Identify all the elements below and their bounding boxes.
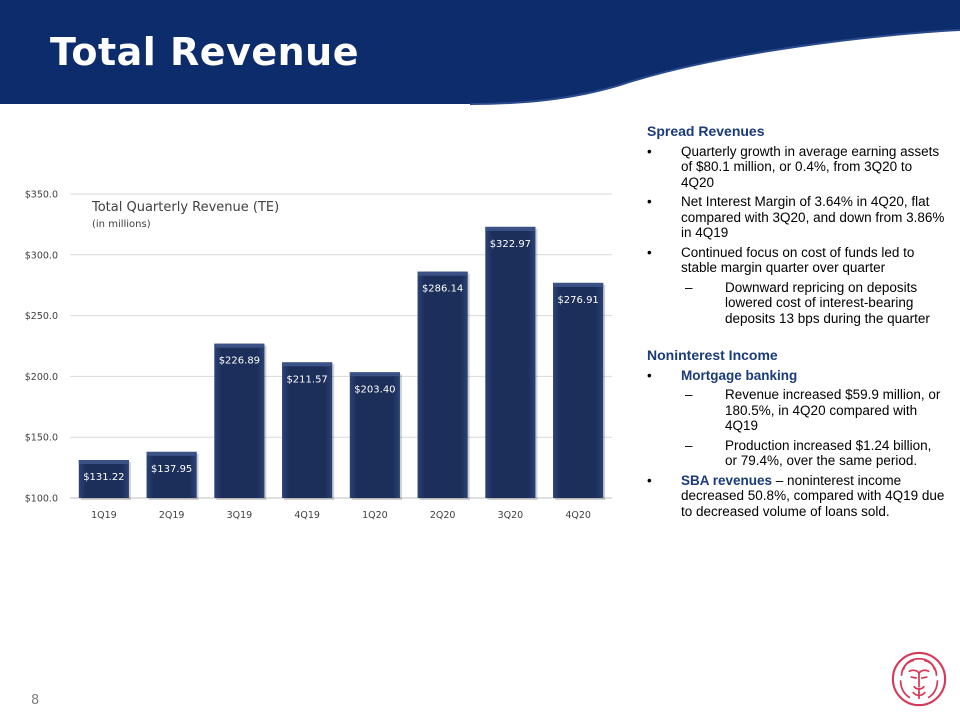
bar-top-bevel <box>146 451 197 456</box>
bar-top-bevel <box>282 362 333 367</box>
x-tick-label: 2Q19 <box>159 510 185 521</box>
y-axis-ticks: $100.0 $150.0 $200.0 $250.0 $300.0 $350.0 <box>25 190 58 505</box>
mortgage-sub-bullet-1: – Revenue increased $59.9 million, or 18… <box>647 387 947 434</box>
bullet-mark: • <box>647 367 652 383</box>
sba-rest: – noninterest income decreased 50.8%, co… <box>681 472 945 519</box>
bar-2Q20 <box>417 271 468 498</box>
chart-subtitle: (in millions) <box>92 219 151 230</box>
y-tick-label: $150.0 <box>25 433 58 444</box>
bullet-mark: • <box>647 194 652 209</box>
bar-4Q19 <box>282 362 333 498</box>
bullet-text: Net Interest Margin of 3.64% in 4Q20, fl… <box>681 194 945 240</box>
bar-data-label: $131.22 <box>83 472 124 483</box>
x-tick-label: 3Q19 <box>227 510 253 521</box>
x-tick-label: 4Q19 <box>294 510 320 521</box>
header-band <box>0 0 960 105</box>
bar-data-label: $322.97 <box>490 239 531 250</box>
spread-revenues-heading: Spread Revenues <box>647 123 765 139</box>
sub-bullet-text: Revenue increased $59.9 million, or 180.… <box>725 387 941 433</box>
lion-logo-icon <box>891 651 947 707</box>
page-title: Total Revenue <box>50 30 359 74</box>
commentary-panel: Spread Revenues • Quarterly growth in av… <box>647 123 947 523</box>
sub-bullet-text: Production increased $1.24 billion, or 7… <box>725 437 932 469</box>
bar-data-label: $137.95 <box>151 464 192 475</box>
mortgage-bullet: • Mortgage banking <box>647 368 947 384</box>
dash-mark: – <box>685 437 693 453</box>
mortgage-sub-bullet-2: – Production increased $1.24 billion, or… <box>647 438 947 469</box>
bar-1Q19 <box>78 460 129 498</box>
x-tick-label: 1Q19 <box>91 510 117 521</box>
bar-top-bevel <box>349 372 400 377</box>
sba-lead: SBA revenues <box>681 472 773 488</box>
bar-top-bevel <box>417 271 468 276</box>
spread-bullet-2: • Net Interest Margin of 3.64% in 4Q20, … <box>647 194 947 241</box>
y-tick-label: $350.0 <box>25 190 58 201</box>
bar-1Q20 <box>349 372 400 498</box>
sub-bullet-text: Downward repricing on deposits lowered c… <box>725 279 930 326</box>
bar-top-bevel <box>78 460 129 465</box>
y-tick-label: $300.0 <box>25 250 58 261</box>
mortgage-lead: Mortgage banking <box>681 367 798 383</box>
sba-text: SBA revenues – noninterest income decrea… <box>681 473 947 520</box>
dash-mark: – <box>685 279 693 295</box>
bar-data-label: $286.14 <box>422 284 463 295</box>
x-tick-label: 1Q20 <box>362 510 388 521</box>
bar-top-bevel <box>553 282 604 287</box>
spread-sub-bullet: – Downward repricing on deposits lowered… <box>647 280 947 327</box>
page-number: 8 <box>31 693 40 708</box>
bar-3Q19 <box>214 343 265 498</box>
bar-data-label: $226.89 <box>219 356 260 367</box>
x-tick-label: 3Q20 <box>498 510 524 521</box>
bullet-text: Continued focus on cost of funds led to … <box>681 244 915 276</box>
chart-title: Total Quarterly Revenue (TE) <box>92 200 280 215</box>
bullet-mark: • <box>647 244 652 260</box>
noninterest-income-heading: Noninterest Income <box>647 347 778 363</box>
bar-top-bevel <box>485 226 536 231</box>
sba-bullet: • SBA revenues – noninterest income decr… <box>647 473 947 520</box>
x-tick-label: 4Q20 <box>565 510 591 521</box>
x-tick-label: 2Q20 <box>430 510 456 521</box>
bar-top-bevel <box>214 343 265 348</box>
bar-data-label: $276.91 <box>557 295 598 306</box>
revenue-bar-chart: $100.0 $150.0 $200.0 $250.0 $300.0 $350.0 $13… <box>25 190 612 521</box>
bullet-text: Quarterly growth in average earning asse… <box>681 143 940 190</box>
dash-mark: – <box>685 387 693 402</box>
spread-bullet-1: • Quarterly growth in average earning as… <box>647 144 947 191</box>
x-axis-ticks: 1Q19 2Q19 3Q19 4Q19 1Q20 2Q20 3Q20 4Q20 <box>91 510 591 521</box>
spread-bullet-3: • Continued focus on cost of funds led t… <box>647 245 947 276</box>
bullet-mark: • <box>647 143 652 159</box>
y-tick-label: $200.0 <box>25 372 58 383</box>
y-tick-label: $250.0 <box>25 311 58 322</box>
bar-data-label: $203.40 <box>354 384 395 395</box>
y-tick-label: $100.0 <box>25 494 58 505</box>
bar-2Q19 <box>146 451 197 498</box>
bar-data-label: $211.57 <box>286 374 327 385</box>
bar-4Q20 <box>553 282 604 498</box>
bullet-mark: • <box>647 472 652 488</box>
bars: $131.22 $137.95 $226.89 $211.57 $203.40 $286.… <box>78 226 606 501</box>
bar-3Q20 <box>485 226 536 499</box>
